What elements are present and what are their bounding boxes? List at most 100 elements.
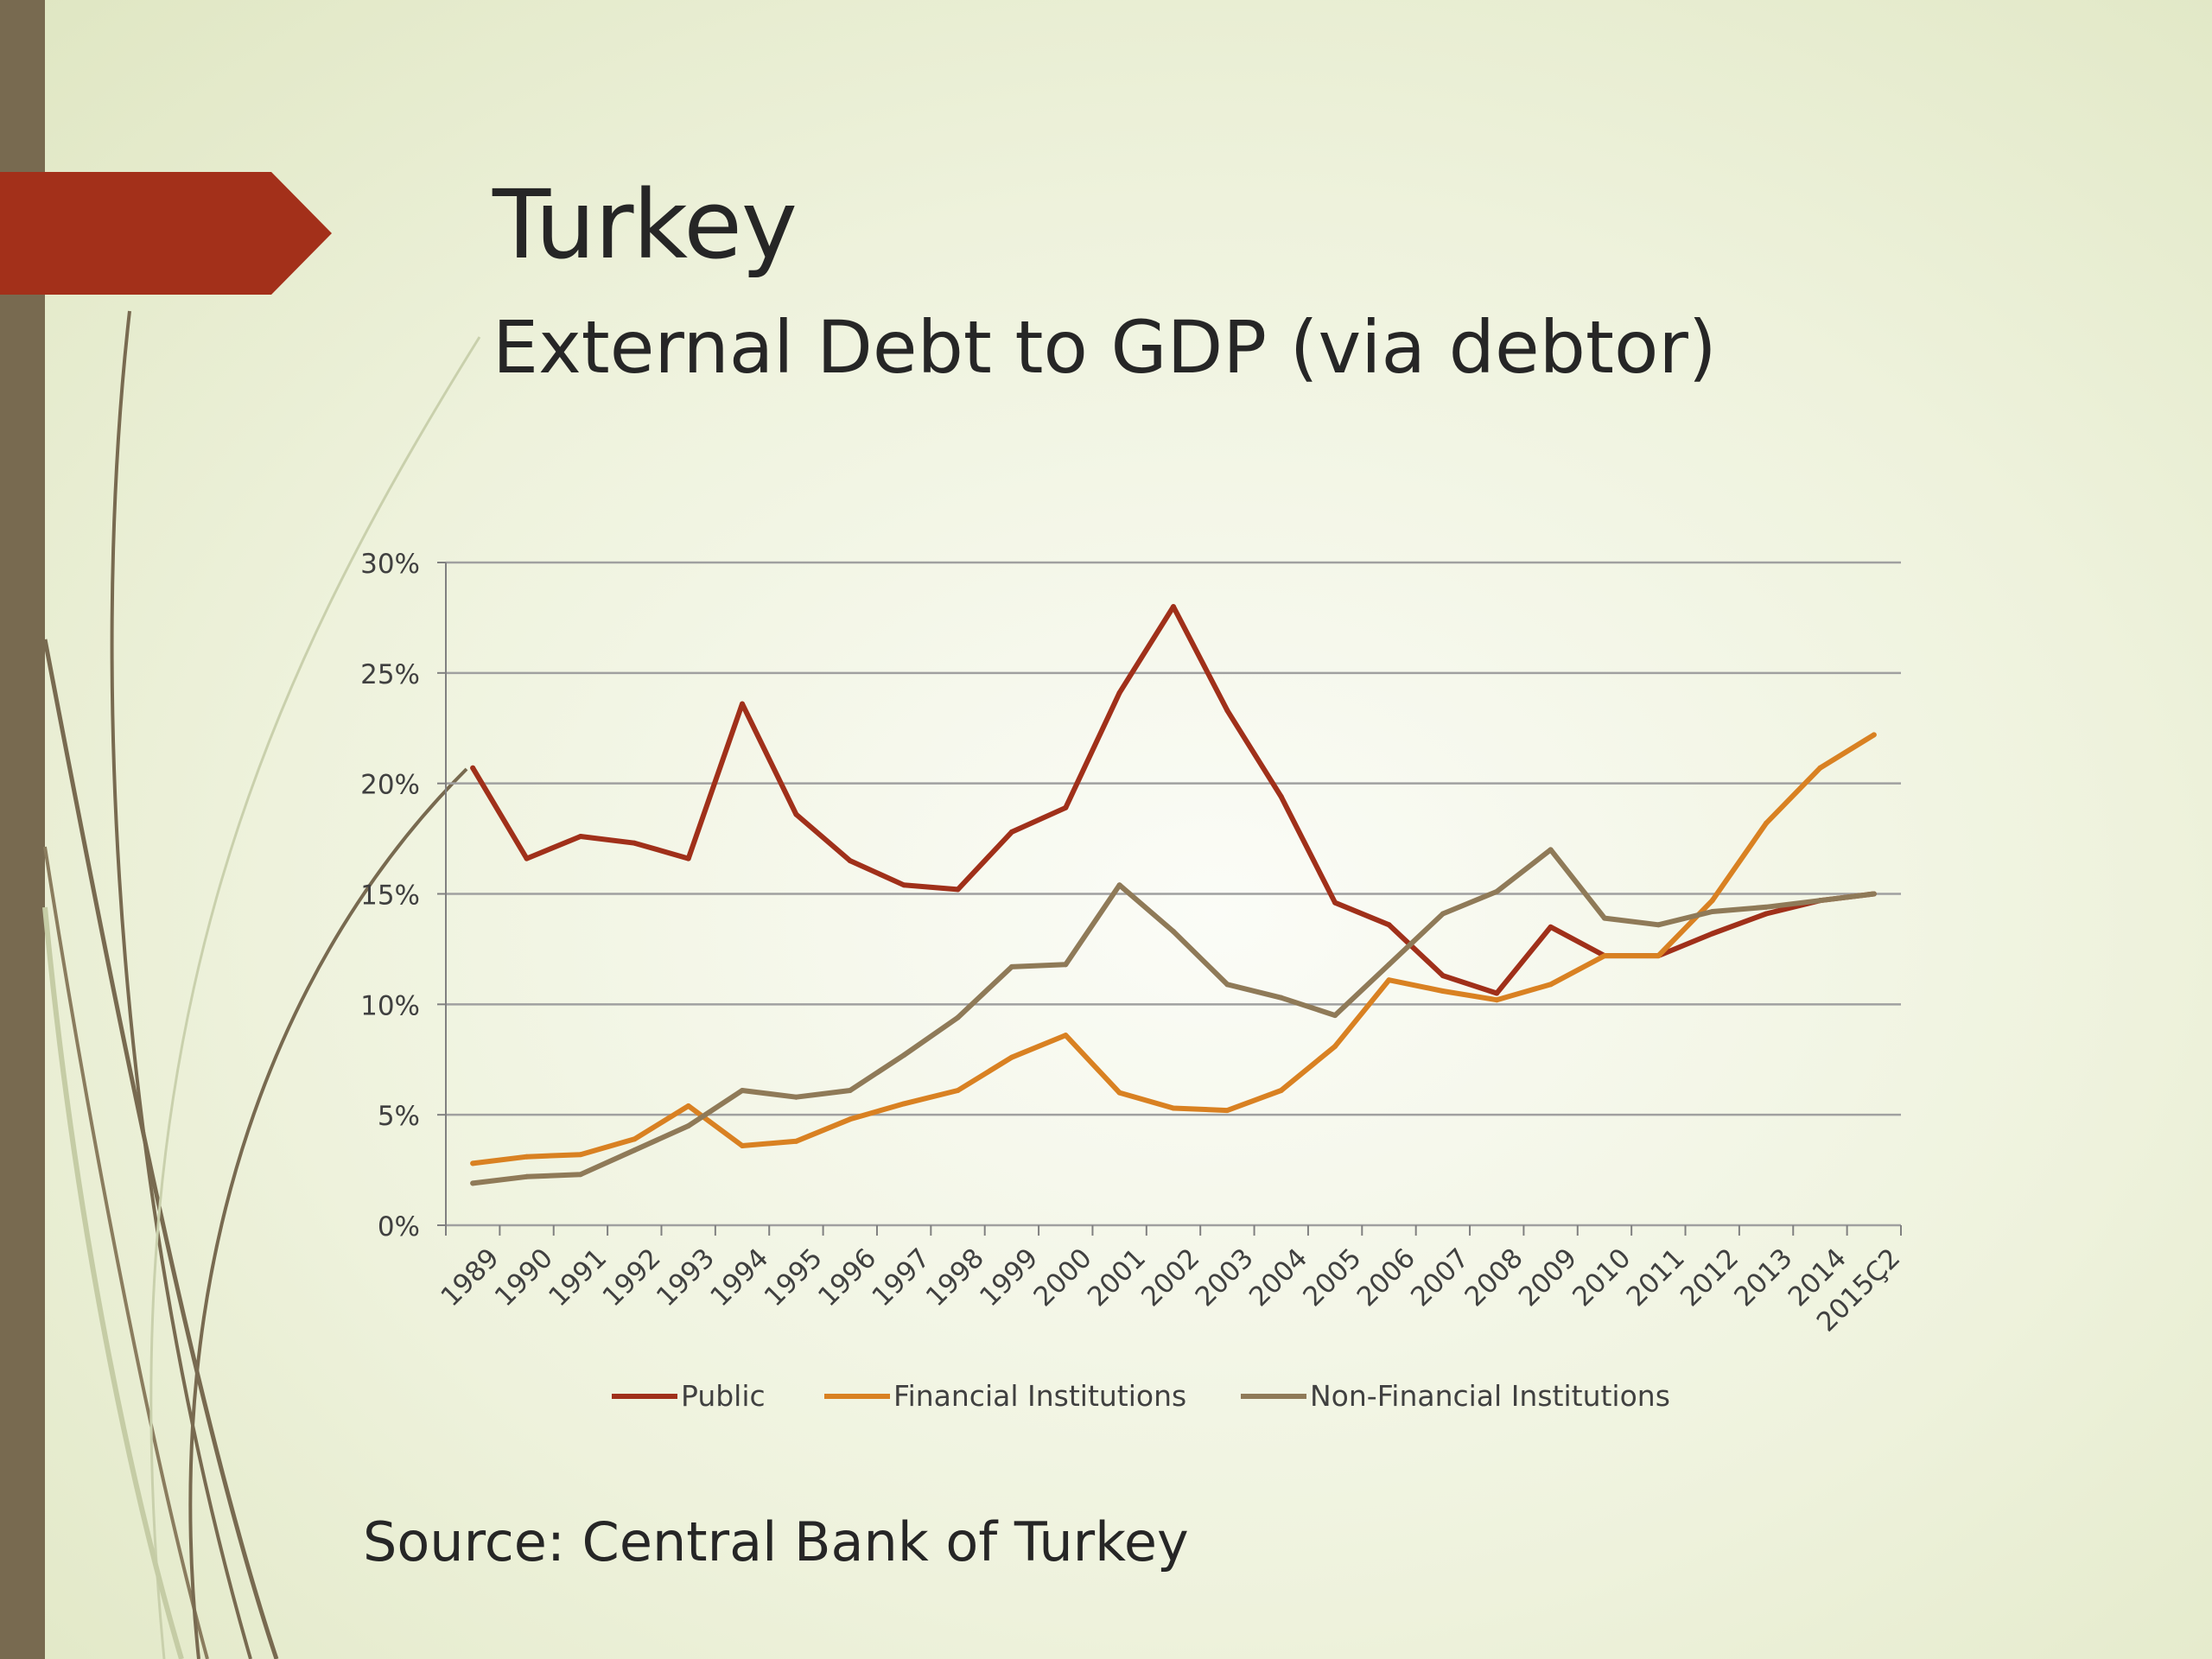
data-point <box>847 1116 853 1122</box>
y-tick-label: 20% <box>360 770 420 801</box>
decorative-curves <box>42 310 481 1659</box>
x-axis-ticks: 1989199019911992199319941995199619971998… <box>435 1243 1906 1338</box>
data-point <box>793 811 799 817</box>
data-point <box>1548 847 1554 853</box>
data-point <box>847 858 853 864</box>
gridlines <box>437 561 1902 1236</box>
data-point <box>1871 732 1877 738</box>
data-point <box>1494 997 1500 1003</box>
series-lines <box>470 604 1877 1186</box>
data-point <box>524 855 530 861</box>
data-point <box>901 1052 907 1058</box>
data-point <box>1332 1043 1338 1049</box>
y-tick-label: 15% <box>360 880 420 912</box>
data-point <box>1063 1033 1069 1039</box>
data-point <box>577 1152 583 1158</box>
data-point <box>632 1136 638 1142</box>
x-tick-label: 1993 <box>651 1243 721 1313</box>
data-point <box>470 1180 476 1186</box>
data-point <box>1063 962 1069 968</box>
data-point <box>1278 794 1284 800</box>
data-point <box>901 882 907 888</box>
data-point <box>524 1154 530 1160</box>
data-point <box>1494 888 1500 894</box>
data-point <box>577 834 583 840</box>
data-point <box>1278 1088 1284 1094</box>
data-point <box>1656 922 1662 928</box>
x-tick-label: 1997 <box>866 1243 936 1313</box>
data-point <box>1386 922 1392 928</box>
x-tick-label: 1995 <box>759 1243 829 1313</box>
x-tick-label: 2009 <box>1513 1243 1583 1313</box>
x-tick-label: 2004 <box>1243 1243 1313 1313</box>
x-tick-label: 2010 <box>1567 1243 1637 1313</box>
data-point <box>1548 924 1554 930</box>
x-tick-label: 2007 <box>1405 1243 1475 1313</box>
data-point <box>793 1138 799 1144</box>
data-point <box>1656 953 1662 959</box>
slide-title: Turkey <box>493 169 798 280</box>
data-point <box>685 855 691 861</box>
data-point <box>1386 962 1392 968</box>
title-arrow-shape <box>0 172 332 295</box>
data-point <box>1008 829 1014 835</box>
data-point <box>1224 708 1230 714</box>
data-point <box>1871 891 1877 897</box>
x-tick-label: 1994 <box>704 1243 774 1313</box>
legend-label: Non-Financial Institutions <box>1310 1379 1670 1413</box>
legend: Public Financial Institutions Non-Financia… <box>612 1379 1670 1413</box>
data-point <box>1116 1090 1122 1096</box>
series-line <box>470 732 1877 1166</box>
data-point <box>1440 973 1446 979</box>
slide-subtitle: External Debt to GDP (via debtor) <box>493 305 1717 390</box>
x-tick-label: 2008 <box>1459 1243 1529 1313</box>
x-tick-label: 2001 <box>1082 1243 1152 1313</box>
data-point <box>1224 1108 1230 1114</box>
data-point <box>1332 899 1338 906</box>
data-point <box>1116 690 1122 696</box>
data-point <box>740 701 746 707</box>
data-point <box>1440 911 1446 917</box>
data-point <box>847 1088 853 1094</box>
x-tick-label: 2005 <box>1297 1243 1367 1313</box>
data-point <box>955 1088 961 1094</box>
y-tick-label: 30% <box>360 549 420 580</box>
data-point <box>1171 1105 1176 1111</box>
legend-label: Financial Institutions <box>893 1379 1186 1413</box>
x-tick-label: 1992 <box>597 1243 667 1313</box>
data-point <box>685 1122 691 1128</box>
data-point <box>1817 765 1823 771</box>
data-point <box>793 1094 799 1100</box>
series-line <box>470 604 1877 996</box>
legend-label: Public <box>681 1379 766 1413</box>
data-point <box>1764 904 1770 910</box>
data-point <box>1709 898 1715 904</box>
data-point <box>1171 928 1176 934</box>
data-point <box>1008 963 1014 969</box>
y-tick-label: 5% <box>378 1101 420 1132</box>
y-axis-ticks: 0% 5% 10% 15% 20% 25% 30% <box>360 549 420 1243</box>
data-point <box>470 765 476 771</box>
x-tick-label: 1991 <box>543 1243 613 1313</box>
data-point <box>1817 898 1823 904</box>
data-point <box>901 1101 907 1107</box>
x-tick-label: 2000 <box>1028 1243 1098 1313</box>
x-tick-label: 2012 <box>1675 1243 1745 1313</box>
data-point <box>1548 982 1554 988</box>
data-point <box>1709 908 1715 914</box>
y-tick-label: 25% <box>360 659 420 690</box>
x-tick-label: 1989 <box>435 1243 505 1313</box>
data-point <box>1386 977 1392 983</box>
data-point <box>740 1142 746 1148</box>
x-tick-label: 1990 <box>489 1243 559 1313</box>
data-point <box>1278 995 1284 1001</box>
y-tick-label: 0% <box>378 1211 420 1243</box>
data-point <box>1764 820 1770 826</box>
data-point <box>685 1103 691 1109</box>
x-tick-label: 2013 <box>1728 1243 1798 1313</box>
data-point <box>1764 911 1770 917</box>
data-point <box>1116 882 1122 888</box>
data-point <box>1332 1013 1338 1019</box>
source-note: Source: Central Bank of Turkey <box>363 1510 1189 1573</box>
